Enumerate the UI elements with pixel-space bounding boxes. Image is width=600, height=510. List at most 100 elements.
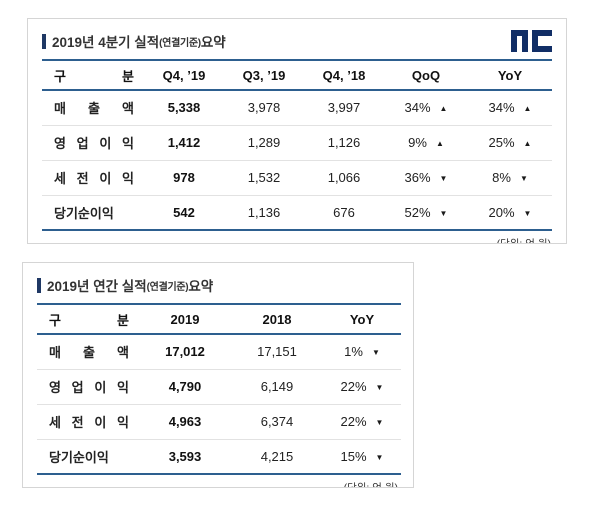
q4-title-row: 2019년 4분기 실적 (연결기준) 요약 [42,28,552,54]
value-cell: 3,997 [327,100,361,116]
value-cell: 1,289 [247,135,281,150]
value-cell: 3,593 [168,448,202,464]
delta-arrow-icon: ▼ [519,174,528,183]
value-cell: 17,151 [257,344,297,360]
q4-results-card: 2019년 4분기 실적 (연결기준) 요약 구 분 Q4, ’19 Q3, ’1… [27,18,567,244]
yoy-cell: 22% ▼ [323,369,401,404]
nc-logo-icon [511,30,552,52]
row-label: 영 업 이 익 [49,380,129,395]
unit-note: (단위: 억 원) [343,482,398,488]
annual-results-table: 구 분 2019 2018 YoY 매 출 액 17,012 17,151 1%… [37,303,401,475]
annual-title-row: 2019년 연간 실적 (연결기준) 요약 [37,272,399,298]
value-cell: 17,012 [165,344,205,360]
value-cell: 3,978 [247,100,281,116]
q4-card-title: 2019년 4분기 실적 (연결기준) 요약 [42,31,226,51]
col-header-q3-19: Q3, ’19 [242,67,286,83]
q4-title-tail: 요약 [200,35,226,50]
yoy-percent: 20% [488,204,515,220]
yoy-percent: 34% [488,100,515,116]
delta-arrow-icon: ▼ [375,383,384,392]
row-label: 매 출 액 [54,101,134,117]
value-cell: 6,149 [260,379,294,394]
yoy-percent: 22% [340,414,367,429]
value-cell: 1,136 [247,204,281,220]
annual-header-row: 구 분 2019 2018 YoY [37,304,401,334]
annual-results-card: 2019년 연간 실적 (연결기준) 요약 구 분 2019 2018 YoY 매… [22,262,414,488]
value-cell: 542 [173,204,195,220]
qoq-percent: 9% [408,135,427,150]
value-cell: 978 [173,170,195,185]
table-row-revenue: 매 출 액 17,012 17,151 1% ▼ [37,334,401,369]
col-header-q4-18: Q4, ’18 [322,67,366,83]
yoy-percent: 8% [492,170,511,185]
title-accent-bar [42,33,46,49]
yoy-percent: 15% [340,448,367,464]
value-cell: 4,790 [168,379,202,394]
annual-title-tail: 요약 [188,279,214,294]
delta-arrow-icon: ▼ [375,452,384,462]
qoq-percent: 36% [404,170,431,185]
q4-results-table: 구 분 Q4, ’19 Q3, ’19 Q4, ’18 QoQ YoY 매 출 … [42,59,552,231]
yoy-percent: 25% [488,135,515,150]
table-row-net-profit: 당기순이익 3,593 4,215 15% ▼ [37,439,401,474]
qoq-cell: 34% ▲ [384,90,468,125]
col-header-q4-19: Q4, ’19 [162,67,206,83]
unit-note: (단위: 억 원) [496,238,551,244]
table-row-operating-profit: 영 업 이 익 1,412 1,289 1,126 9% ▲ 25% ▲ [42,125,552,160]
qoq-cell: 52% ▼ [384,195,468,230]
row-label: 세 전 이 익 [49,415,129,430]
qoq-cell: 36% ▼ [384,160,468,195]
q4-title-sub: (연결기준) [159,37,201,49]
delta-arrow-icon: ▼ [439,174,448,183]
q4-title-main: 2019년 4분기 실적 [52,35,160,50]
value-cell: 1,412 [167,135,201,150]
col-header-qoq: QoQ [411,67,441,83]
table-row-revenue: 매 출 액 5,338 3,978 3,997 34% ▲ 34% ▲ [42,90,552,125]
value-cell: 6,374 [260,414,294,429]
row-label: 영 업 이 익 [54,136,134,151]
annual-title-main: 2019년 연간 실적 [47,279,147,294]
title-accent-bar [37,277,41,293]
value-cell: 1,532 [247,170,281,185]
qoq-percent: 34% [404,100,431,116]
qoq-percent: 52% [404,204,431,220]
col-header-category: 구 분 [49,312,129,328]
table-row-net-profit: 당기순이익 542 1,136 676 52% ▼ 20% ▼ [42,195,552,230]
table-row-pretax-profit: 세 전 이 익 978 1,532 1,066 36% ▼ 8% ▼ [42,160,552,195]
annual-title-sub: (연결기준) [146,281,189,293]
q4-header-row: 구 분 Q4, ’19 Q3, ’19 Q4, ’18 QoQ YoY [42,60,552,90]
value-cell: 1,126 [327,135,361,150]
yoy-percent: 1% [344,344,363,360]
yoy-percent: 22% [340,379,367,394]
annual-card-title: 2019년 연간 실적 (연결기준) 요약 [37,275,213,295]
col-header-yoy: YoY [349,311,375,327]
table-row-operating-profit: 영 업 이 익 4,790 6,149 22% ▼ [37,369,401,404]
delta-arrow-icon: ▼ [523,208,532,218]
col-header-yoy: YoY [497,67,523,83]
row-label: 세 전 이 익 [54,171,134,186]
delta-arrow-icon: ▲ [435,139,444,148]
col-header-2019: 2019 [170,311,200,327]
value-cell: 1,066 [327,170,361,185]
table-row-pretax-profit: 세 전 이 익 4,963 6,374 22% ▼ [37,404,401,439]
col-header-category: 구 분 [54,68,134,84]
value-cell: 4,963 [168,414,202,429]
row-label: 당기순이익 [49,449,109,465]
yoy-cell: 15% ▼ [323,439,401,474]
yoy-cell: 22% ▼ [323,404,401,439]
col-header-2018: 2018 [262,311,292,327]
yoy-cell: 20% ▼ [468,195,552,230]
yoy-cell: 25% ▲ [468,125,552,160]
value-cell: 5,338 [167,100,201,116]
yoy-cell: 8% ▼ [468,160,552,195]
row-label: 당기순이익 [54,205,114,221]
delta-arrow-icon: ▲ [523,104,532,114]
yoy-cell: 34% ▲ [468,90,552,125]
delta-arrow-icon: ▼ [375,418,384,427]
delta-arrow-icon: ▲ [439,104,448,114]
delta-arrow-icon: ▼ [439,208,448,218]
qoq-cell: 9% ▲ [384,125,468,160]
value-cell: 676 [333,204,355,220]
value-cell: 4,215 [260,448,294,464]
yoy-cell: 1% ▼ [323,334,401,369]
